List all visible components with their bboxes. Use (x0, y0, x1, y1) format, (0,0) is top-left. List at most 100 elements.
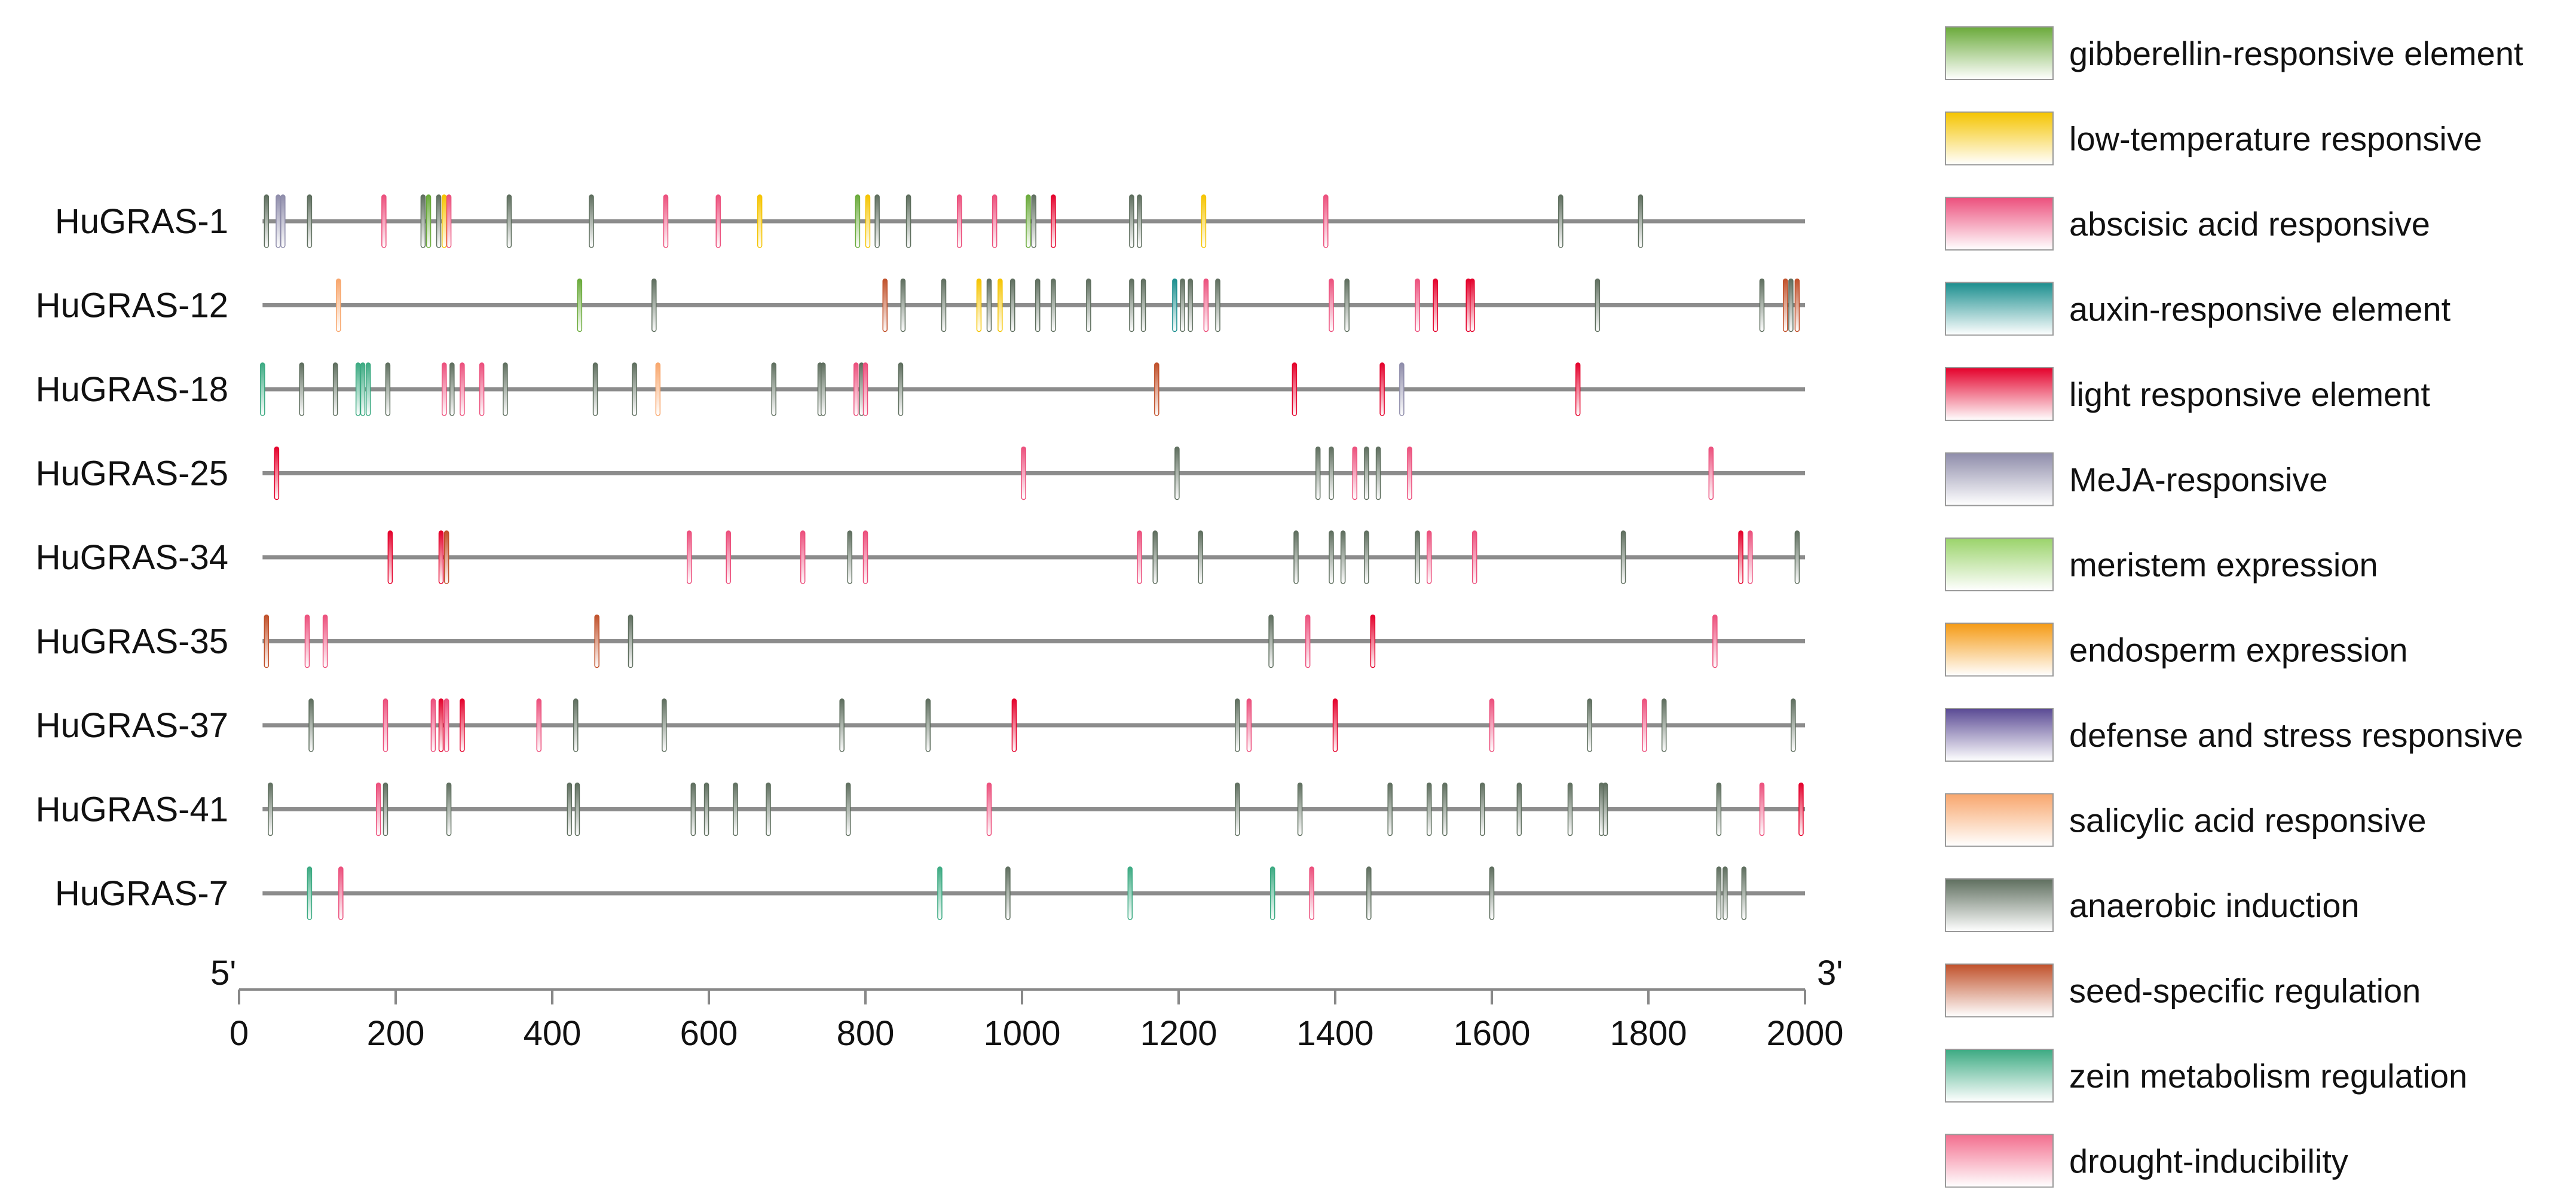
element-mark-zein (937, 866, 943, 920)
element-mark-lig (1433, 278, 1438, 332)
element-mark-ana (1364, 530, 1369, 584)
element-mark-zein (1269, 866, 1275, 920)
legend-swatch (1945, 538, 2054, 591)
element-mark-ana (733, 782, 738, 836)
element-mark-zein (365, 362, 371, 416)
element-mark-aba (1426, 530, 1432, 584)
legend-item-aba: abscisic acid responsive (1945, 197, 2430, 251)
element-mark-ana (1442, 782, 1448, 836)
legend-label: seed-specific regulation (2069, 972, 2421, 1010)
element-mark-aba (726, 530, 731, 584)
element-mark-ana (1480, 782, 1485, 836)
legend-label: gibberellin-responsive element (2069, 35, 2523, 72)
element-mark-ana (1235, 698, 1240, 752)
element-mark-ana (1086, 278, 1091, 332)
gene-label: HuGRAS-1 (55, 202, 228, 241)
element-mark-aba (441, 362, 447, 416)
element-mark-lig (1798, 782, 1804, 836)
element-mark-aba (800, 530, 806, 584)
element-mark-ana (573, 698, 579, 752)
element-mark-aba (443, 698, 449, 752)
element-mark-ana (1661, 698, 1667, 752)
element-mark-aba (956, 194, 962, 248)
x-tick-label: 1200 (1140, 1014, 1217, 1053)
element-mark-zein (260, 362, 265, 416)
element-mark-ana (1741, 866, 1747, 920)
element-mark-lig (1575, 362, 1581, 416)
gene-track-hugras-12: HuGRAS-12 (36, 278, 1805, 332)
element-mark-seed (1783, 278, 1788, 332)
legend-item-mej: MeJA-responsive (1945, 452, 2328, 506)
gene-track-hugras-34: HuGRAS-34 (36, 530, 1805, 584)
element-mark-aba (1489, 698, 1495, 752)
element-mark-seed (1794, 278, 1800, 332)
element-mark-sal (336, 278, 341, 332)
legend-swatch (1945, 282, 2054, 336)
legend: gibberellin-responsive element low-temper… (1945, 26, 2523, 1188)
legend-swatch (1945, 963, 2054, 1018)
element-mark-ana (1329, 446, 1334, 500)
element-mark-zein (360, 362, 366, 416)
element-mark-ana (1268, 614, 1274, 668)
element-mark-aba (322, 614, 328, 668)
legend-label: abscisic acid responsive (2069, 205, 2430, 243)
x-tick-label: 1000 (983, 1014, 1060, 1053)
legend-item-gib: gibberellin-responsive element (1945, 26, 2523, 80)
five-prime-label: 5' (210, 954, 236, 993)
element-mark-aba (479, 362, 485, 416)
element-mark-ana (898, 362, 904, 416)
element-mark-aba (1246, 698, 1252, 752)
element-mark-aba (1352, 446, 1357, 500)
legend-swatch (1945, 708, 2054, 762)
x-tick-label: 400 (524, 1014, 582, 1053)
element-mark-ana (308, 698, 314, 752)
legend-item-seed: seed-specific regulation (1945, 963, 2421, 1018)
element-mark-ana (574, 782, 580, 836)
element-mark-ana (1366, 866, 1372, 920)
element-mark-ana (1620, 530, 1626, 584)
element-mark-ana (1375, 446, 1381, 500)
element-mark-ana (1558, 194, 1564, 248)
element-mark-ana (567, 782, 573, 836)
element-mark-ana (1489, 866, 1495, 920)
element-mark-low (998, 278, 1003, 332)
element-mark-lig (1292, 362, 1298, 416)
element-mark-aba (304, 614, 310, 668)
element-mark-ana (1794, 530, 1800, 584)
element-mark-lig (1011, 698, 1017, 752)
element-mark-ana (1638, 194, 1644, 248)
element-mark-ana (436, 194, 442, 248)
element-mark-aba (862, 530, 868, 584)
gene-track-hugras-35: HuGRAS-35 (36, 614, 1805, 668)
gene-track-hugras-37: HuGRAS-37 (36, 698, 1805, 752)
gene-label: HuGRAS-34 (36, 538, 228, 577)
element-mark-ana (1174, 446, 1180, 500)
element-mark-lig (1738, 530, 1743, 584)
element-mark-ana (589, 194, 594, 248)
legend-swatch (1945, 1049, 2054, 1103)
element-mark-lig (274, 446, 280, 500)
legend-item-zein: zein metabolism regulation (1945, 1049, 2467, 1103)
element-mark-ana (1235, 782, 1240, 836)
gene-label: HuGRAS-7 (55, 874, 228, 913)
legend-item-lig: light responsive element (1945, 367, 2430, 421)
legend-swatch (1945, 26, 2054, 80)
element-mark-ana (1788, 278, 1794, 332)
element-mark-lig (438, 530, 444, 584)
element-mark-ana (632, 362, 637, 416)
gene-label: HuGRAS-37 (36, 706, 228, 745)
x-axis: 5' 3' 0 200 400 600 800 1000 1200 1400 1600 1800 2… (210, 954, 1844, 1053)
element-mark-ana (1137, 194, 1142, 248)
x-tick-label: 600 (680, 1014, 738, 1053)
element-mark-lig (1051, 194, 1056, 248)
element-mark-ana (1340, 530, 1346, 584)
element-mark-ana (1129, 278, 1134, 332)
element-mark-ana (1723, 866, 1728, 920)
element-mark-mej (276, 194, 281, 248)
gene-track-hugras-41: HuGRAS-41 (36, 782, 1805, 836)
legend-swatch (1945, 622, 2054, 677)
x-tick-label: 1600 (1453, 1014, 1530, 1053)
element-mark-ana (268, 782, 273, 836)
legend-item-def: defense and stress responsive (1945, 708, 2523, 762)
